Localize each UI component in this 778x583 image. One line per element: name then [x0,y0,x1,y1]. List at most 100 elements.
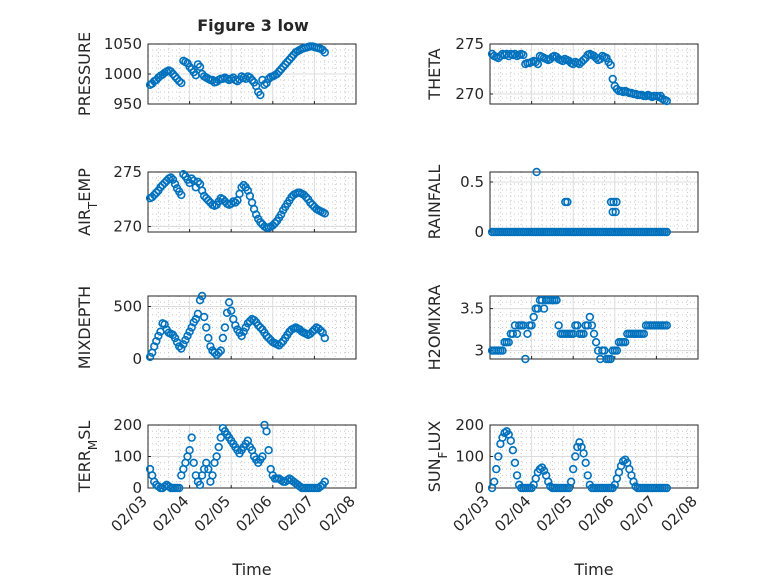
axes-frame [147,295,357,360]
data-point [620,338,630,347]
data-point [316,326,325,335]
data-point [166,173,176,182]
x-tick-label: 02/05 [533,492,576,535]
y-axis-label: MIXDEPTH [75,286,94,369]
data-point [156,183,165,192]
x-tick-label: 02/07 [616,492,659,535]
y-axis-label: AIRTEMP [75,168,100,236]
data-point [276,210,286,219]
data-point [539,304,549,313]
data-point [249,315,259,325]
data-points [145,169,329,232]
data-point [239,180,248,190]
data-point [264,333,273,343]
data-point [606,60,615,70]
data-points [487,296,671,364]
data-point [508,446,518,455]
panel-8: 0100200SUNFLUX02/0302/0402/0502/0602/070… [425,416,701,535]
data-point [573,442,582,452]
axes-frame [147,424,357,489]
data-point [231,321,240,330]
data-point [185,327,194,336]
data-point [177,344,186,353]
data-point [256,323,265,332]
y-axis-label-part: F [436,451,450,458]
data-point [187,433,196,442]
data-point [616,461,626,471]
data-point [227,199,236,208]
y-tick-label: 275 [455,35,484,53]
x-tick-label: 02/03 [108,492,151,535]
y-tick-label: 0 [132,350,142,368]
data-point [204,464,213,474]
data-point [512,471,522,480]
y-tick-label: 1000 [104,65,142,83]
data-point [224,298,234,307]
data-point [195,62,205,72]
data-point [563,197,572,207]
data-point [256,217,265,227]
data-point [508,329,518,338]
data-points [487,427,671,493]
x-tick-label: 02/04 [491,492,534,535]
data-point [152,188,161,197]
data-point [262,78,271,88]
data-point [299,190,309,200]
x-tick-label: 02/03 [450,492,493,535]
x-axis-label-left: Time [231,560,271,579]
data-point [222,308,232,317]
data-point [202,323,211,332]
data-points [487,167,671,237]
data-point [276,339,286,348]
data-point [612,346,622,355]
data-point [233,76,242,86]
data-point [268,221,277,230]
y-axis-label: H2OMIXRA [425,285,444,371]
data-point [533,59,543,69]
data-point [583,321,592,330]
data-point [552,296,561,305]
data-point [606,197,616,207]
y-tick-label: 3 [474,342,484,360]
data-point [606,354,615,364]
y-axis-label: TERRMSL [75,421,100,494]
data-point [204,333,213,343]
data-point [539,466,549,475]
data-point [177,78,186,88]
data-points [487,49,671,106]
y-axis-label-part: SUN [425,458,444,492]
data-point [301,192,311,202]
data-point [262,331,271,341]
y-axis-label-part: AIR [75,209,94,236]
y-tick-label: 0 [132,479,142,497]
x-axis-label-right: Time [573,560,613,579]
data-point [662,227,671,237]
data-point [256,90,265,100]
data-point [320,209,329,218]
data-point [581,458,590,467]
data-point [212,350,221,359]
x-tick-label: 02/08 [658,492,701,535]
data-point [214,348,223,357]
data-point [492,464,501,474]
data-point [175,342,184,351]
y-tick-label: 3.5 [460,300,484,318]
data-point [544,477,553,486]
data-point [589,329,599,338]
data-point [231,198,240,207]
data-point [320,477,329,486]
y-tick-label: 950 [113,95,142,113]
y-tick-label: 100 [455,448,484,466]
data-point [600,346,609,355]
data-point [523,329,532,338]
data-point [314,324,323,333]
x-tick-label: 02/04 [149,492,192,535]
y-axis-label-part: LUX [425,421,444,452]
data-point [241,323,250,332]
data-point [579,329,588,338]
data-point [529,312,538,322]
data-point [199,312,209,322]
axes-frame [489,43,699,105]
data-point [506,436,515,445]
